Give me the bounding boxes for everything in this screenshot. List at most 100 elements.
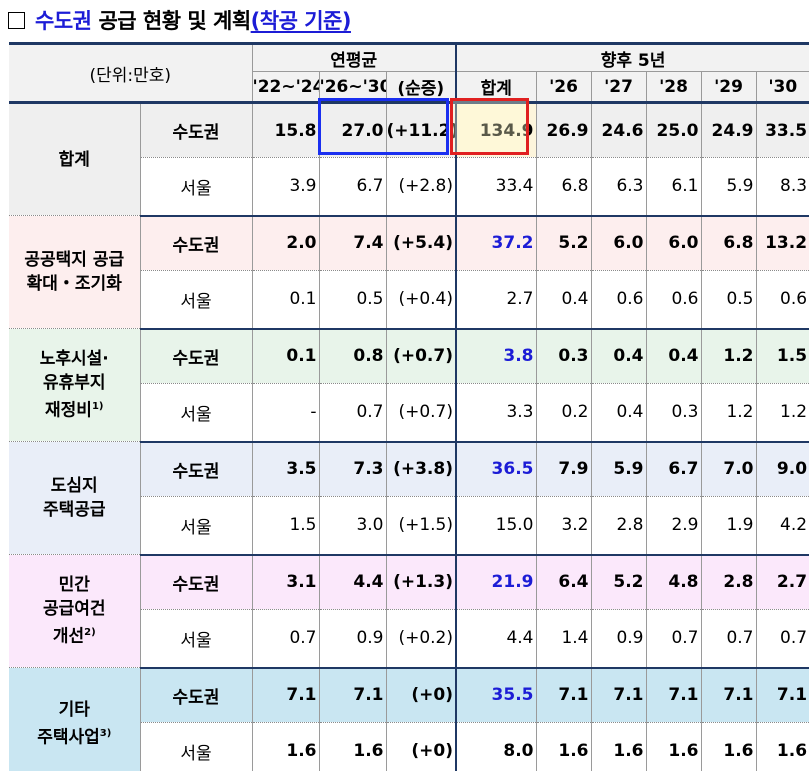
value-cell: 7.1 [645, 667, 701, 723]
value-cell: 24.6 [590, 102, 646, 158]
total-cell: 4.4 [455, 609, 536, 669]
value-cell: 8.3 [755, 157, 810, 217]
title-main: 공급 현황 및 계획 [98, 9, 251, 33]
value-cell: 7.4 [318, 215, 386, 271]
value-cell: 25.0 [645, 102, 701, 158]
category-label: 기타 주택사업3) [9, 667, 141, 771]
region-capital: 수도권 [139, 554, 252, 610]
value-cell: 0.7 [645, 609, 701, 669]
value-cell: 4.8 [645, 554, 701, 610]
value-cell: 1.2 [700, 328, 756, 384]
value-cell: 5.9 [700, 157, 756, 217]
value-cell: 0.9 [318, 609, 386, 669]
region-seoul: 서울 [139, 496, 252, 556]
table-row: 서울 1.5 3.0 (+1.5) 15.0 3.2 2.8 2.9 1.9 4.2 [9, 496, 810, 556]
value-cell: 0.3 [535, 328, 591, 384]
header-row-1: (단위:만호) 연평균 향후 5년 [9, 43, 810, 104]
value-cell: 15.8 [251, 102, 319, 158]
region-seoul: 서울 [139, 609, 252, 669]
category-label: 노후시설· 유휴부지 재정비1) [9, 328, 141, 442]
value-cell: (+1.5) [385, 496, 456, 556]
total-cell: 3.8 [455, 328, 536, 384]
region-seoul: 서울 [139, 157, 252, 217]
value-cell: 2.0 [251, 215, 319, 271]
next5-header: 향후 5년 [454, 43, 810, 72]
value-cell: 1.6 [535, 722, 591, 771]
col-header: '26~'30 [318, 71, 386, 104]
category-text: 주택사업 [37, 727, 100, 748]
value-cell: 0.5 [318, 270, 386, 330]
title-region: 수도권 [35, 9, 92, 33]
table-row: 민간 공급여건 개선2) 수도권 3.1 4.4 (+1.3) 21.9 6.4 5.2 4.8 2.… [9, 554, 810, 668]
value-cell: 4.4 [318, 554, 386, 610]
value-cell: 7.3 [318, 441, 386, 497]
category-text: 합계 [58, 149, 90, 170]
value-cell: 3.9 [251, 157, 319, 217]
region-seoul: 서울 [139, 383, 252, 443]
footnote-mark: 1) [91, 401, 104, 413]
region-seoul: 서울 [139, 722, 252, 771]
value-cell: 0.8 [318, 328, 386, 384]
value-cell: 0.1 [251, 328, 319, 384]
table-row: 공공택지 공급 확대・조기화 수도권 2.0 7.4 (+5.4) 37.2 5.2 6.0 6.… [9, 215, 810, 329]
value-cell: 1.6 [700, 722, 756, 771]
value-cell: 5.2 [535, 215, 591, 271]
value-cell: 0.4 [590, 328, 646, 384]
value-cell: (+0) [385, 667, 456, 723]
col-header: (순증) [385, 71, 456, 104]
total-cell: 2.7 [455, 270, 536, 330]
category-text: 도심지 [50, 476, 98, 496]
total-cell: 134.9 [455, 102, 536, 158]
footnote-mark: 3) [99, 728, 112, 740]
value-cell: 7.1 [590, 667, 646, 723]
category-label: 민간 공급여건 개선2) [9, 554, 141, 668]
value-cell: 7.1 [535, 667, 591, 723]
value-cell: (+3.8) [385, 441, 456, 497]
col-header: '29 [700, 71, 756, 104]
annual-avg-header: 연평균 [251, 43, 456, 72]
value-cell: 2.9 [645, 496, 701, 556]
value-cell: 0.3 [645, 383, 701, 443]
value-cell: 1.6 [755, 722, 810, 771]
value-cell: 3.5 [251, 441, 319, 497]
value-cell: 0.7 [251, 609, 319, 669]
col-header: '27 [590, 71, 646, 104]
value-cell: 24.9 [700, 102, 756, 158]
value-cell: (+0.4) [385, 270, 456, 330]
value-cell: 7.1 [318, 667, 386, 723]
value-cell: 0.7 [700, 609, 756, 669]
value-cell: 4.2 [755, 496, 810, 556]
value-cell: 5.9 [590, 441, 646, 497]
value-cell: 3.2 [535, 496, 591, 556]
category-text: 개선 [52, 626, 85, 647]
value-cell: - [251, 383, 319, 443]
value-cell: 7.9 [535, 441, 591, 497]
value-cell: (+0.7) [385, 383, 456, 443]
value-cell: 26.9 [535, 102, 591, 158]
col-header-total: 합계 [455, 71, 536, 104]
region-capital: 수도권 [139, 328, 252, 384]
value-cell: 0.4 [590, 383, 646, 443]
value-cell: 0.9 [590, 609, 646, 669]
col-header: '28 [645, 71, 701, 104]
value-cell: 0.1 [251, 270, 319, 330]
total-cell: 8.0 [455, 722, 536, 771]
value-cell: 7.1 [700, 667, 756, 723]
category-label: 도심지 주택공급 [9, 441, 141, 555]
value-cell: 0.4 [535, 270, 591, 330]
table-row: 서울 -0.7 (+0.7) 3.3 0.2 0.4 0.3 1.2 1.2 [9, 383, 810, 443]
value-cell: (+2.8) [385, 157, 456, 217]
value-cell: 1.9 [700, 496, 756, 556]
value-cell: 6.0 [645, 215, 701, 271]
value-cell: 6.1 [645, 157, 701, 217]
value-cell: 0.7 [318, 383, 386, 443]
value-cell: (+11.2) [385, 102, 456, 158]
table-row: 서울 3.9 6.7 (+2.8) 33.4 6.8 6.3 6.1 5.9 8.3 [9, 157, 810, 217]
value-cell: 13.2 [755, 215, 810, 271]
region-capital: 수도권 [139, 102, 252, 158]
category-text: 민간 [58, 575, 90, 596]
value-cell: 2.8 [700, 554, 756, 610]
category-text: 확대・조기화 [26, 274, 122, 294]
value-cell: 1.6 [590, 722, 646, 771]
value-cell: 3.1 [251, 554, 319, 610]
